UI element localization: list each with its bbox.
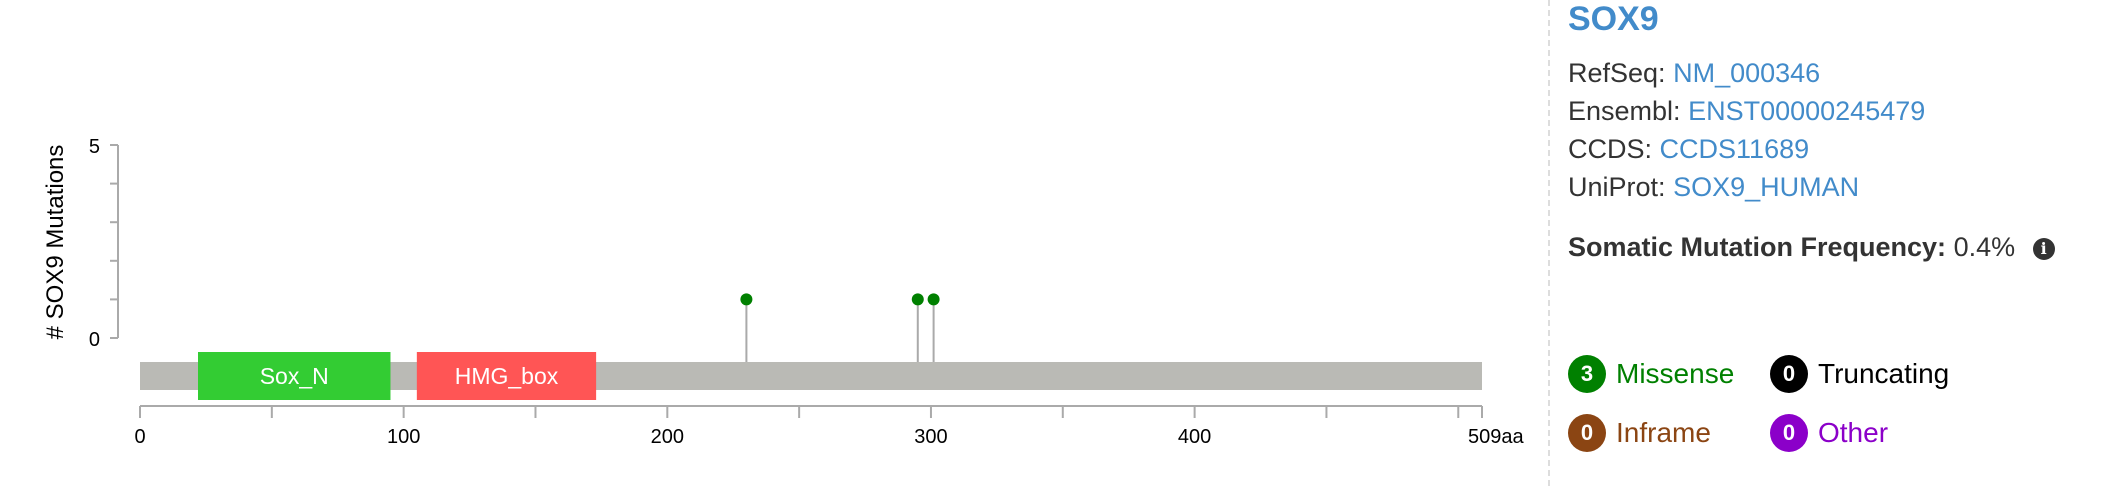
refseq-link[interactable]: NM_000346	[1673, 58, 1821, 88]
domain-label: HMG_box	[455, 363, 559, 389]
other-label: Other	[1818, 417, 1889, 448]
ensembl-label: Ensembl:	[1568, 96, 1681, 126]
legend-other[interactable]: 0 Other	[1770, 414, 1888, 452]
inframe-label: Inframe	[1616, 417, 1711, 448]
legend-inframe[interactable]: 0 Inframe	[1568, 414, 1711, 452]
x-tick-label: 0	[134, 426, 145, 448]
truncating-label: Truncating	[1818, 358, 1950, 389]
lollipop-head[interactable]	[740, 293, 753, 306]
ccds-link[interactable]: CCDS11689	[1659, 134, 1810, 164]
x-tick-label: 100	[387, 426, 420, 448]
ensembl-link[interactable]: ENST00000245479	[1688, 96, 1926, 126]
ccds-row: CCDS: CCDS11689	[1568, 134, 1809, 165]
ccds-label: CCDS:	[1568, 134, 1653, 164]
info-icon[interactable]: i	[2032, 238, 2055, 260]
domain-sox-n[interactable]	[198, 352, 391, 400]
protein-domains: Sox_N HMG_box	[198, 352, 597, 400]
x-tick-label: 200	[651, 426, 684, 448]
frequency-label: Somatic Mutation Frequency:	[1568, 232, 1947, 262]
lollipop-plot: # SOX9 Mutations 50 0 100 200 300 400 509aa S…	[42, 136, 1524, 448]
lollipop-stems	[745, 299, 935, 362]
other-count-badge: 0	[1770, 414, 1808, 452]
lollipop-head[interactable]	[911, 293, 924, 306]
uniprot-label: UniProt:	[1568, 172, 1666, 202]
mutation-frequency-row: Somatic Mutation Frequency: 0.4% i	[1568, 232, 2055, 263]
y-tick-label: 0	[89, 329, 100, 351]
uniprot-link[interactable]: SOX9_HUMAN	[1673, 172, 1860, 202]
lollipop-heads	[740, 293, 940, 306]
truncating-count-badge: 0	[1770, 355, 1808, 393]
missense-count-badge: 3	[1568, 355, 1606, 393]
uniprot-row: UniProt: SOX9_HUMAN	[1568, 172, 1859, 203]
y-axis-label: # SOX9 Mutations	[42, 145, 69, 340]
lollipop-head[interactable]	[927, 293, 940, 306]
legend-missense[interactable]: 3 Missense	[1568, 355, 1734, 393]
x-tick-label: 400	[1178, 426, 1211, 448]
legend-truncating[interactable]: 0 Truncating	[1770, 355, 1949, 393]
y-tick-label: 5	[89, 136, 100, 158]
ensembl-row: Ensembl: ENST00000245479	[1568, 96, 1925, 127]
refseq-row: RefSeq: NM_000346	[1568, 58, 1820, 89]
x-tick-label: 300	[914, 426, 947, 448]
x-tick-label: 509aa	[1468, 426, 1524, 448]
inframe-count-badge: 0	[1568, 414, 1606, 452]
y-axis: 50	[89, 136, 119, 351]
domain-hmg-box[interactable]	[416, 352, 597, 400]
missense-label: Missense	[1616, 358, 1735, 389]
panel-divider	[1548, 0, 1550, 486]
refseq-label: RefSeq:	[1568, 58, 1666, 88]
domain-label: Sox_N	[260, 363, 329, 389]
gene-title-link[interactable]: SOX9	[1568, 0, 1659, 38]
frequency-value: 0.4%	[1953, 232, 2016, 262]
x-axis: 0 100 200 300 400 509aa	[134, 405, 1524, 448]
